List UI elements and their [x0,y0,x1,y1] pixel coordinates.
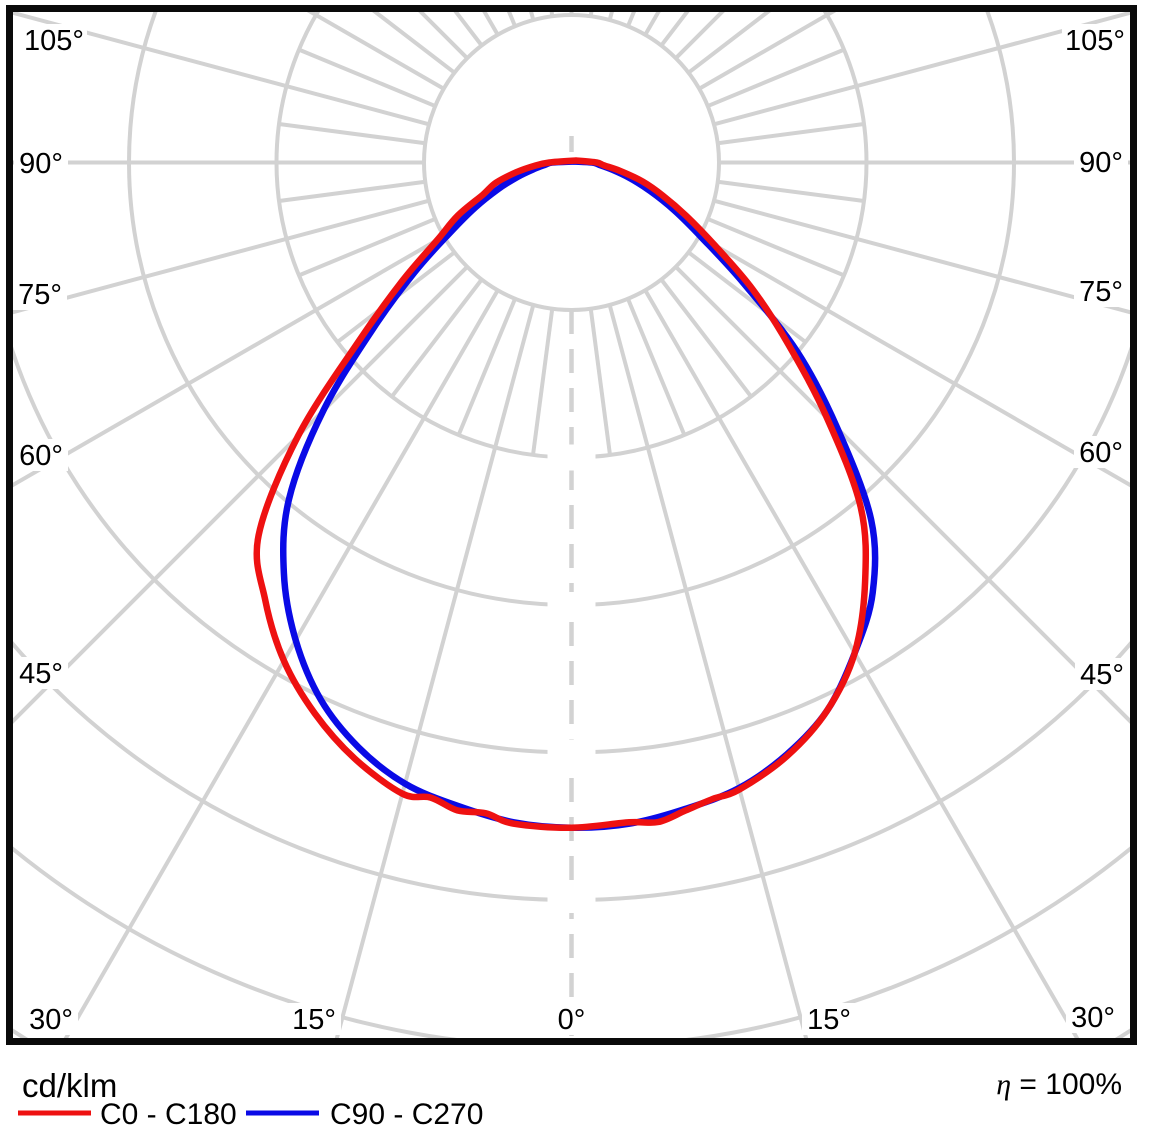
angle-label: 15° [292,1004,336,1036]
angle-label-bg [552,1003,591,1035]
angle-label-bg [14,657,68,689]
legend-label-c0-c180: C0 - C180 [100,1098,237,1131]
angle-label-bg [1074,146,1128,178]
angle-label-bg [802,1003,856,1035]
angle-label-bg [1074,275,1128,307]
ring-label-gaps [547,444,596,913]
radial-unit-label: cd/klm [22,1067,117,1104]
angle-label: 15° [807,1004,851,1036]
legend: cd/klm C0 - C180 C90 - C270 η = 100% [18,1067,1122,1131]
angle-label: 0° [558,1004,586,1036]
angle-label-bg [1074,436,1128,468]
legend-label-c90-c270: C90 - C270 [330,1098,483,1131]
angle-label: 30° [1071,1002,1115,1034]
angle-label-bg [1075,658,1129,690]
angle-label: 75° [1079,276,1123,308]
angle-label: 60° [1079,437,1123,469]
angle-label: 45° [1080,659,1124,691]
angle-label: 105° [24,25,84,57]
angle-label: 90° [19,148,63,180]
angle-label-bg [14,439,68,471]
intensity-curves [253,157,879,831]
efficiency-label: η = 100% [996,1068,1122,1101]
angle-label: 60° [19,440,63,472]
angle-label-bg [14,147,68,179]
angle-label-bg [24,1003,78,1035]
angle-label-bg [287,1003,341,1035]
angle-label: 75° [18,279,62,311]
angle-label: 45° [19,658,63,690]
angle-label: 30° [29,1004,73,1036]
plot-border [6,5,1137,1045]
angle-label-bg [1062,24,1128,56]
angle-labels: 105° 90° 75° 60° 45° 105° 90° 75° 60° 45° 30° 15° 0°… [13,24,1129,1036]
curve-c0-c180 [253,157,870,831]
angle-label-bg [13,278,67,310]
angle-label-bg [1066,1001,1120,1033]
angle-label-bg [21,24,87,56]
angle-label: 90° [1079,147,1123,179]
angle-label: 105° [1065,25,1125,57]
